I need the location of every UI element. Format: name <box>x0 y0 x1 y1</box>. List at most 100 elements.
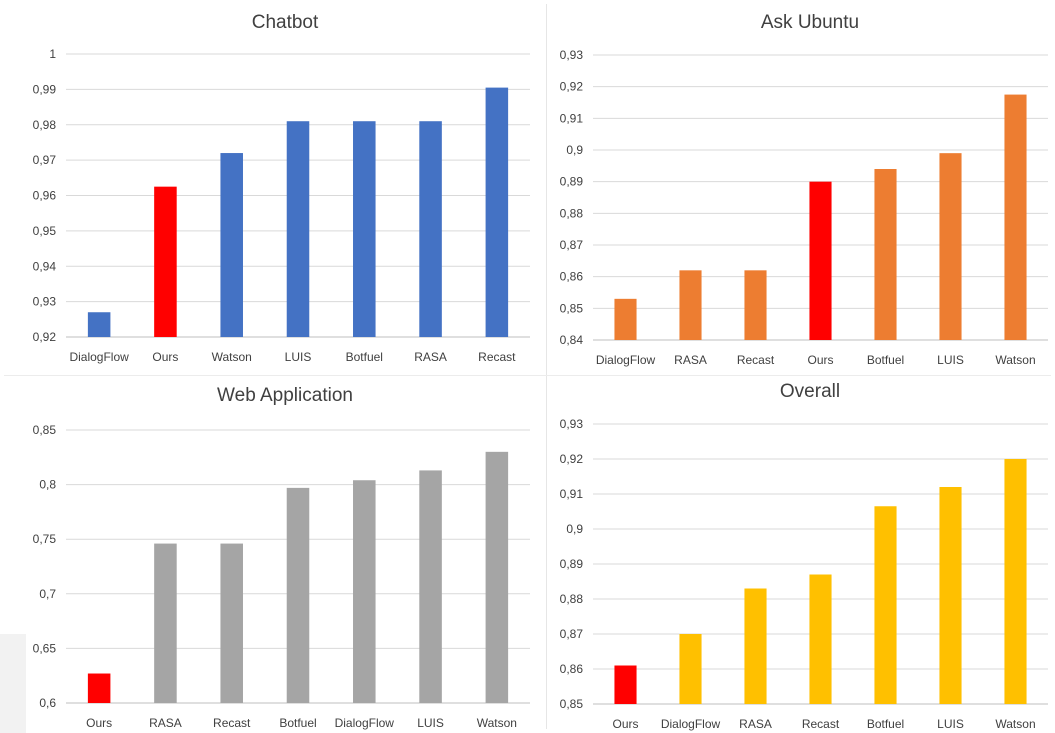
bar-recast <box>485 87 509 337</box>
y-tick-label: 0,85 <box>560 697 584 711</box>
x-tick-label: Watson <box>212 350 252 364</box>
bar-watson <box>485 451 509 703</box>
x-tick-label: Botfuel <box>867 353 904 367</box>
bar-recast <box>809 574 832 704</box>
bar-rasa <box>419 121 442 338</box>
y-tick-label: 0,91 <box>560 487 584 501</box>
x-tick-label: RASA <box>149 716 182 730</box>
bar-recast <box>744 270 767 340</box>
y-tick-label: 0,85 <box>560 301 584 315</box>
y-tick-label: 0,97 <box>33 153 57 167</box>
x-tick-label: LUIS <box>937 717 964 731</box>
bar-luis <box>939 487 962 704</box>
y-tick-label: 1 <box>49 47 56 61</box>
y-tick-label: 0,92 <box>560 80 584 94</box>
x-tick-label: Recast <box>737 353 775 367</box>
panel-divider-horizontal <box>4 375 1051 376</box>
y-tick-label: 0,92 <box>560 452 584 466</box>
chart-panel-web-application: Web Application 0,6 0,65 0,7 0,75 0,8 0,85 Our… <box>0 378 540 733</box>
x-tick-label: Ours <box>86 716 112 730</box>
chart-title: Overall <box>780 381 840 402</box>
bar-dialogflow <box>679 634 702 704</box>
chart-svg-overall: Overall 0,85 0,86 0,87 0,88 0,89 0,9 0,91 0,92 0… <box>560 381 1048 731</box>
bar-rasa <box>154 543 177 703</box>
bar-rasa <box>744 588 767 704</box>
y-tick-label: 0,9 <box>566 143 583 157</box>
bar-luis <box>939 153 962 340</box>
x-tick-label: Ours <box>612 717 638 731</box>
x-tick-label: Ours <box>152 350 178 364</box>
y-tick-label: 0,89 <box>560 557 584 571</box>
y-tick-label: 0,94 <box>33 259 57 273</box>
x-tick-label: Botfuel <box>346 350 383 364</box>
x-tick-label: LUIS <box>285 350 312 364</box>
bar-botfuel <box>353 121 376 338</box>
y-tick-label: 0,88 <box>560 206 584 220</box>
page-edge-shading <box>0 634 26 733</box>
y-tick-label: 0,87 <box>560 627 584 641</box>
y-tick-label: 0,88 <box>560 592 584 606</box>
x-tick-label: DialogFlow <box>335 716 395 730</box>
bar-watson <box>1004 459 1027 704</box>
y-tick-label: 0,99 <box>33 82 57 96</box>
bar-luis <box>286 121 310 338</box>
bar-watson <box>220 153 243 337</box>
y-tick-label: 0,96 <box>33 189 57 203</box>
chart-svg-ask-ubuntu: Ask Ubuntu 0,84 0,85 0,86 0,87 0,88 0,89 0,9 0,… <box>560 12 1048 367</box>
y-tick-label: 0,6 <box>39 696 56 710</box>
y-tick-label: 0,86 <box>560 270 584 284</box>
y-tick-label: 0,89 <box>560 175 584 189</box>
x-tick-label: Recast <box>478 350 516 364</box>
y-tick-label: 0,65 <box>33 641 57 655</box>
x-tick-label: Watson <box>995 353 1035 367</box>
y-tick-label: 0,92 <box>33 330 57 344</box>
y-tick-label: 0,95 <box>33 224 57 238</box>
bar-watson <box>1004 94 1027 340</box>
chart-svg-chatbot: Chatbot 0,92 0,93 0,94 0,95 0,96 0,97 0,98 0,99… <box>33 12 530 364</box>
bar-ours <box>809 181 832 340</box>
chart-title: Chatbot <box>252 12 319 33</box>
bar-botfuel <box>286 487 310 703</box>
y-tick-label: 0,91 <box>560 111 584 125</box>
bar-recast <box>220 543 243 703</box>
chart-title: Ask Ubuntu <box>761 12 859 33</box>
x-tick-label: Botfuel <box>279 716 316 730</box>
x-tick-label: RASA <box>739 717 772 731</box>
bar-dialogflow <box>353 480 376 703</box>
chart-panel-chatbot: Chatbot 0,92 0,93 0,94 0,95 0,96 0,97 0,98 0,99… <box>0 0 540 372</box>
bar-rasa <box>679 270 702 340</box>
x-tick-label: Recast <box>802 717 840 731</box>
bar-botfuel <box>874 506 897 704</box>
chart-panel-overall: Overall 0,85 0,86 0,87 0,88 0,89 0,9 0,91 0,92 0… <box>548 378 1055 733</box>
x-tick-label: Botfuel <box>867 717 904 731</box>
y-tick-label: 0,85 <box>33 423 57 437</box>
bar-luis <box>419 470 442 703</box>
x-tick-label: DialogFlow <box>596 353 656 367</box>
x-tick-label: Watson <box>477 716 517 730</box>
bar-dialogflow <box>614 298 637 340</box>
y-tick-label: 0,93 <box>560 48 584 62</box>
bar-ours <box>154 186 177 337</box>
x-tick-label: Ours <box>807 353 833 367</box>
y-tick-label: 0,86 <box>560 662 584 676</box>
bar-ours <box>614 665 637 704</box>
bar-botfuel <box>874 169 897 340</box>
y-tick-label: 0,98 <box>33 118 57 132</box>
chart-svg-web-application: Web Application 0,6 0,65 0,7 0,75 0,8 0,85 Our… <box>33 385 530 730</box>
y-tick-label: 0,93 <box>33 295 57 309</box>
y-tick-label: 0,87 <box>560 238 584 252</box>
x-tick-label: LUIS <box>417 716 444 730</box>
panel-divider-vertical <box>546 4 547 729</box>
y-tick-label: 0,7 <box>39 587 56 601</box>
y-tick-label: 0,93 <box>560 417 584 431</box>
x-tick-label: DialogFlow <box>661 717 721 731</box>
x-tick-label: RASA <box>674 353 707 367</box>
chart-title: Web Application <box>217 385 353 406</box>
x-tick-label: DialogFlow <box>69 350 129 364</box>
y-tick-label: 0,8 <box>39 478 56 492</box>
y-tick-label: 0,75 <box>33 532 57 546</box>
bar-dialogflow <box>87 312 111 337</box>
bar-ours <box>87 673 111 703</box>
x-tick-label: LUIS <box>937 353 964 367</box>
x-tick-label: Recast <box>213 716 251 730</box>
